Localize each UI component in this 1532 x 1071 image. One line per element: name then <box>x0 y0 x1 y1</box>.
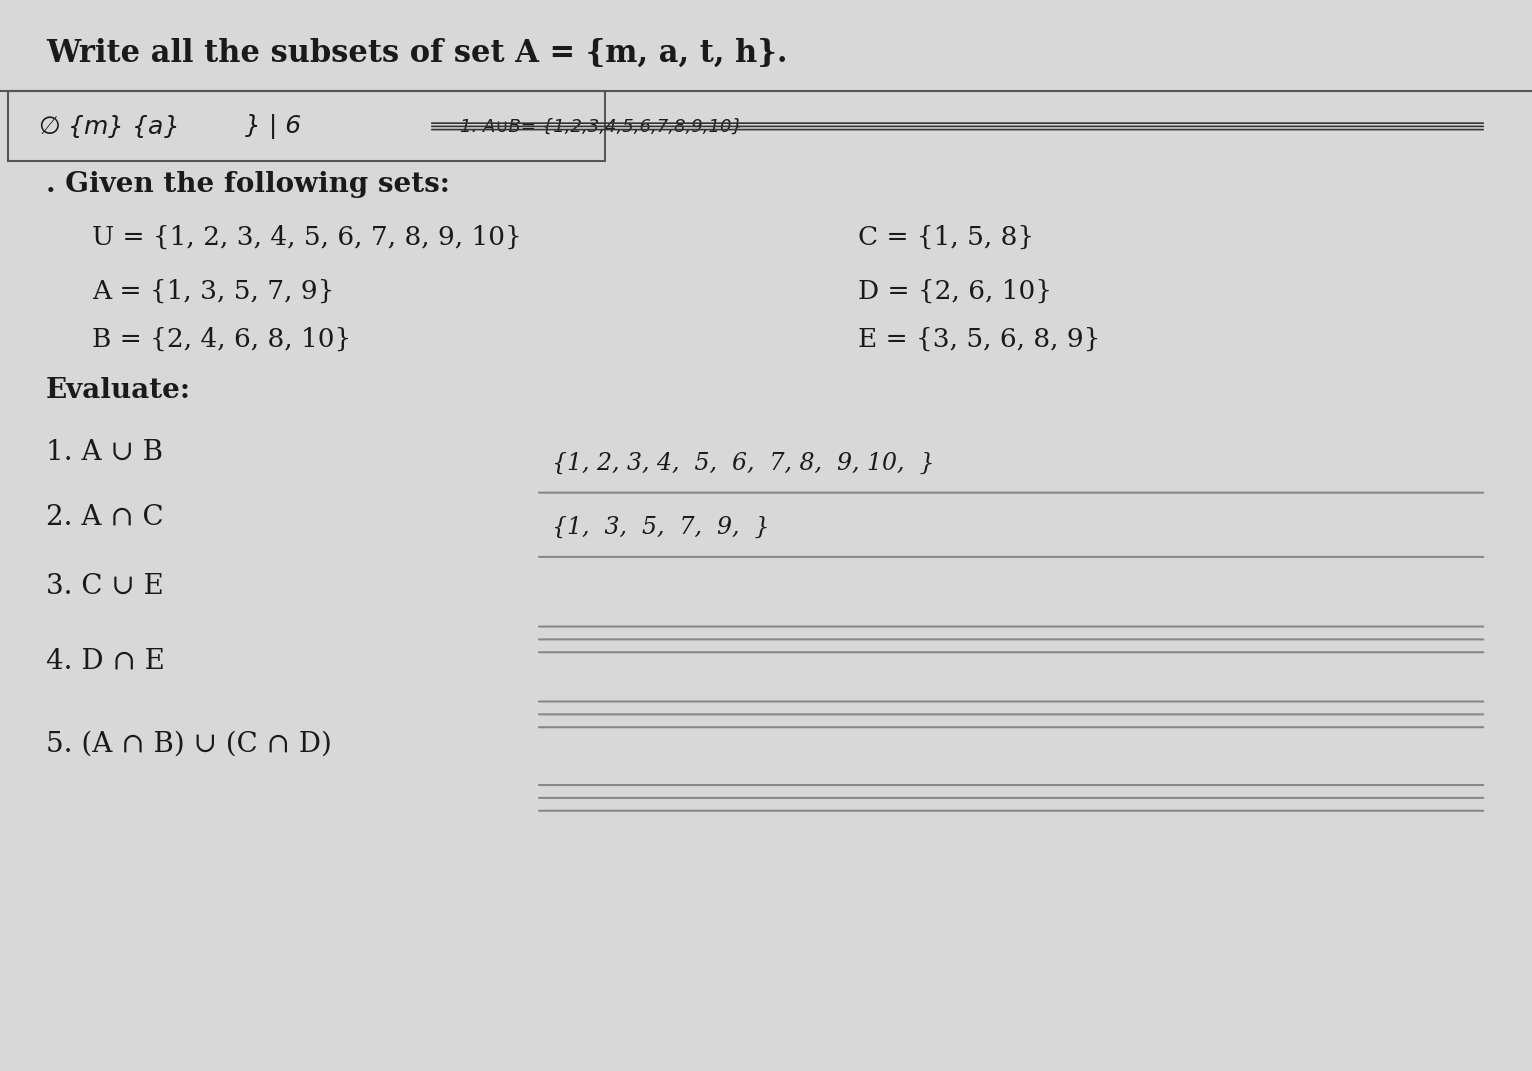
Text: 4. D ∩ E: 4. D ∩ E <box>46 648 165 675</box>
Text: 2. A ∩ C: 2. A ∩ C <box>46 503 164 530</box>
Text: 5. (A ∩ B) ∪ (C ∩ D): 5. (A ∩ B) ∪ (C ∩ D) <box>46 730 332 757</box>
Text: 3. C ∪ E: 3. C ∪ E <box>46 573 164 600</box>
Text: {1, 2, 3, 4,  5,  6,  7, 8,  9, 10,  }: {1, 2, 3, 4, 5, 6, 7, 8, 9, 10, } <box>552 452 935 474</box>
Text: A = {1, 3, 5, 7, 9}: A = {1, 3, 5, 7, 9} <box>92 278 334 303</box>
Text: 1. A ∪ B: 1. A ∪ B <box>46 439 162 466</box>
Text: B = {2, 4, 6, 8, 10}: B = {2, 4, 6, 8, 10} <box>92 327 351 351</box>
Text: Write all the subsets of set A = {m, a, t, h}.: Write all the subsets of set A = {m, a, … <box>46 37 787 69</box>
Text: $\emptyset$ {m} {a}: $\emptyset$ {m} {a} <box>38 112 178 140</box>
Text: } | 6: } | 6 <box>245 114 302 139</box>
Text: {1,  3,  5,  7,  9,  }: {1, 3, 5, 7, 9, } <box>552 516 769 539</box>
Text: Evaluate:: Evaluate: <box>46 377 192 404</box>
Text: E = {3, 5, 6, 8, 9}: E = {3, 5, 6, 8, 9} <box>858 327 1100 351</box>
Text: D = {2, 6, 10}: D = {2, 6, 10} <box>858 278 1052 303</box>
Text: 1. A∪B= {1,2,3,4,5,6,7,8,9,10}: 1. A∪B= {1,2,3,4,5,6,7,8,9,10} <box>460 118 743 135</box>
FancyBboxPatch shape <box>8 91 605 161</box>
Text: C = {1, 5, 8}: C = {1, 5, 8} <box>858 225 1034 250</box>
Text: U = {1, 2, 3, 4, 5, 6, 7, 8, 9, 10}: U = {1, 2, 3, 4, 5, 6, 7, 8, 9, 10} <box>92 225 522 250</box>
Text: . Given the following sets:: . Given the following sets: <box>46 171 450 198</box>
